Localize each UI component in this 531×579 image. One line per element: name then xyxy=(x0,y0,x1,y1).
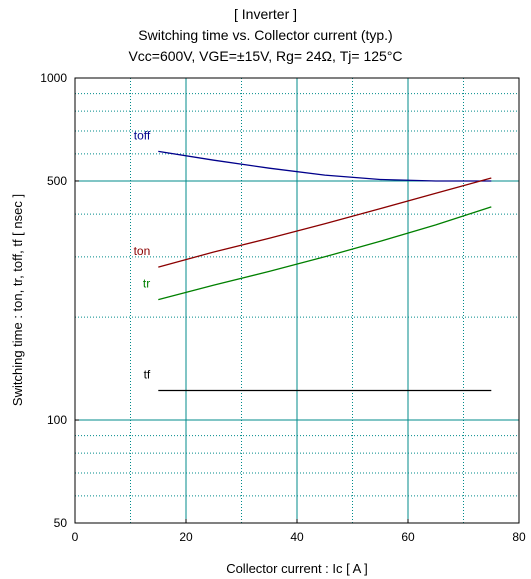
y-tick-label: 50 xyxy=(54,516,68,530)
series-labels: toff ton tr tf xyxy=(134,128,151,381)
series-label-ton: ton xyxy=(134,244,151,258)
y-tick-label: 1000 xyxy=(40,71,67,85)
y-axis-ticks: 50 100 500 1000 xyxy=(40,71,79,530)
series-lines xyxy=(158,150,492,392)
chart-subtitle: Switching time vs. Collector current (ty… xyxy=(138,27,393,43)
x-axis-label: Collector current : Ic [ A ] xyxy=(226,561,368,576)
x-tick-label: 60 xyxy=(401,530,415,544)
x-tick-label: 20 xyxy=(179,530,193,544)
series-line-ton xyxy=(158,177,492,268)
series-line-toff xyxy=(158,150,492,182)
x-axis-ticks: 0 20 40 60 80 xyxy=(72,519,526,544)
series-label-toff: toff xyxy=(134,128,151,142)
chart-conditions: Vcc=600V, VGE=±15V, Rg= 24Ω, Tj= 125°C xyxy=(128,48,403,64)
x-tick-label: 0 xyxy=(72,530,79,544)
x-tick-label: 80 xyxy=(512,530,526,544)
x-tick-label: 40 xyxy=(290,530,304,544)
series-label-tr: tr xyxy=(143,277,150,291)
series-line-tr xyxy=(158,206,492,301)
y-axis-label: Switching time : ton, tr, toff, tf [ nse… xyxy=(10,194,25,406)
y-tick-label: 500 xyxy=(47,174,67,188)
series-label-tf: tf xyxy=(144,367,151,381)
y-tick-label: 100 xyxy=(47,413,67,427)
chart-title: [ Inverter ] xyxy=(233,6,298,22)
